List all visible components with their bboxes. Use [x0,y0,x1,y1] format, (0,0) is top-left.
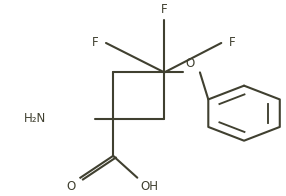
Text: H₂N: H₂N [24,112,46,125]
Text: O: O [67,180,76,193]
Text: F: F [229,36,235,49]
Text: OH: OH [140,180,158,193]
Text: F: F [161,3,168,16]
Text: F: F [92,36,99,49]
Text: O: O [186,56,195,70]
